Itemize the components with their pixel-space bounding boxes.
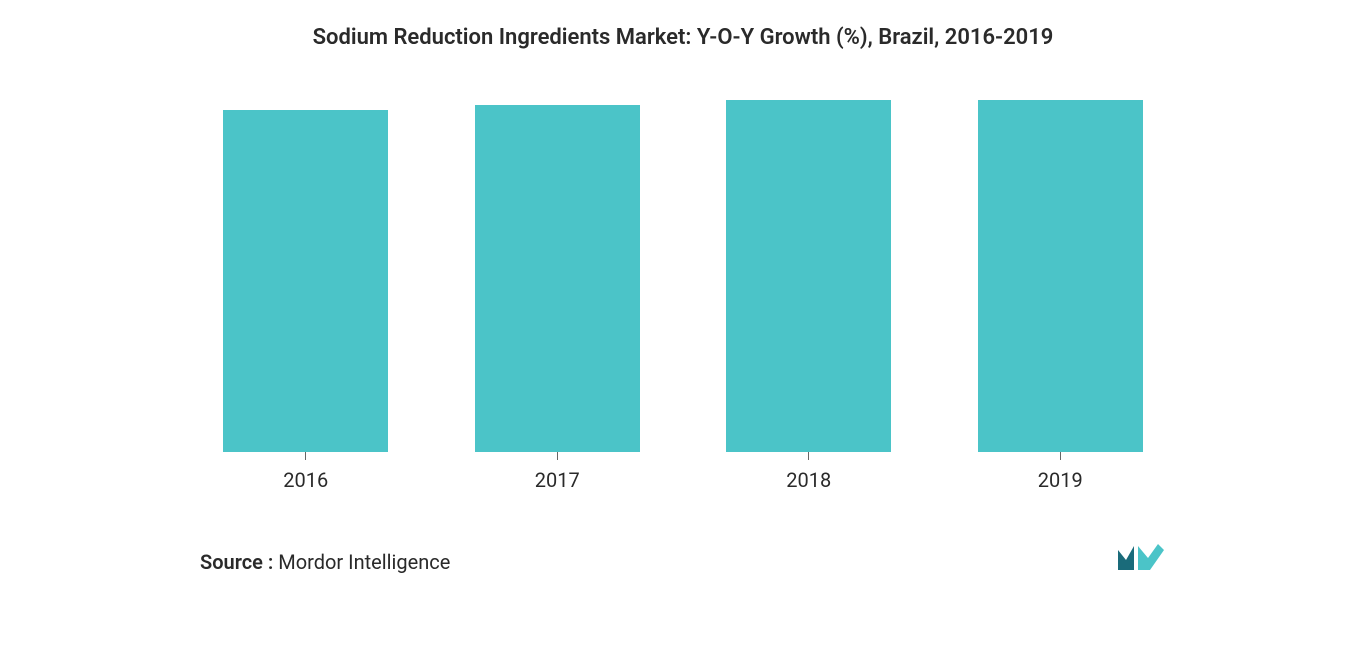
plot-area <box>80 100 1286 460</box>
bar-group-0 <box>223 100 388 460</box>
bar-group-3 <box>978 100 1143 460</box>
x-label-2: 2018 <box>726 468 891 492</box>
bar-1 <box>475 105 640 452</box>
tick-2 <box>808 452 809 460</box>
x-label-3: 2019 <box>978 468 1143 492</box>
x-label-0: 2016 <box>223 468 388 492</box>
bar-0 <box>223 110 388 452</box>
bar-group-2 <box>726 100 891 460</box>
chart-footer: Source : Mordor Intelligence <box>80 542 1286 584</box>
tick-0 <box>305 452 306 460</box>
bar-3 <box>978 100 1143 452</box>
source-attribution: Source : Mordor Intelligence <box>200 550 450 574</box>
chart-title: Sodium Reduction Ingredients Market: Y-O… <box>80 25 1286 50</box>
source-label: Source : <box>200 550 273 574</box>
tick-1 <box>557 452 558 460</box>
bar-2 <box>726 100 891 452</box>
x-label-1: 2017 <box>475 468 640 492</box>
chart-container: Sodium Reduction Ingredients Market: Y-O… <box>0 0 1366 655</box>
tick-3 <box>1060 452 1061 460</box>
source-value: Mordor Intelligence <box>273 550 450 574</box>
mordor-logo-icon <box>1116 542 1166 574</box>
bar-group-1 <box>475 100 640 460</box>
x-axis-labels: 2016 2017 2018 2019 <box>80 468 1286 492</box>
